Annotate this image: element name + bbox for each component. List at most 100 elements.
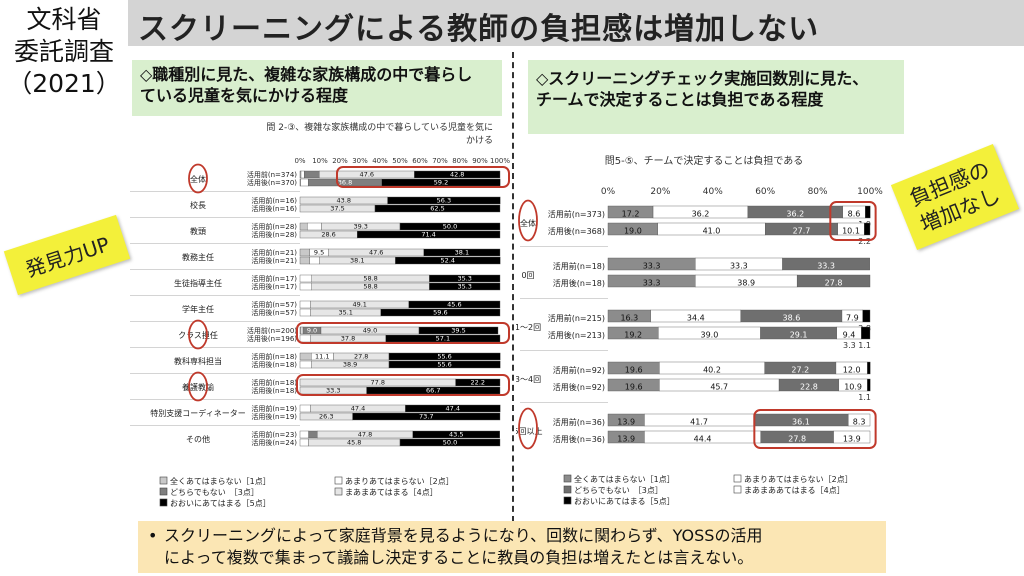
row-label: 活用前(n=17) [251,274,297,283]
x-tick-label: 80% [808,187,828,197]
data-label: 36.8 [338,179,352,187]
bar-segment [299,248,310,257]
data-label: 71.4 [421,231,435,239]
data-label: 36.2 [692,210,710,219]
data-label: 39.5 [451,327,465,335]
legend-label: まあまあてはまる［4点］ [345,488,438,497]
bar-segment [864,222,871,236]
row-label: 活用後(n=92) [553,382,605,392]
bar-segment [299,300,311,309]
bar-segment [299,360,312,369]
legend-label: 全くあてはまらない［1点］ [574,474,675,484]
data-label: 44.4 [694,435,712,444]
data-label: 33.3 [326,387,340,395]
bar-segment [865,205,871,219]
highlight-oval [518,199,538,242]
data-label: 66.7 [426,387,440,395]
data-label: 45.8 [347,439,361,447]
legend-swatch [733,485,742,494]
x-tick-label: 90% [472,157,488,165]
bar-segment [395,256,501,265]
x-tick-label: 40% [372,157,388,165]
data-label: 47.8 [358,431,372,439]
data-label: 12.0 [843,366,861,375]
x-tick-label: 70% [432,157,448,165]
row-label: 活用後(n=18) [553,278,605,288]
data-label: 27.8 [354,353,368,361]
data-label: 19.6 [625,383,643,392]
left-heading-line-2: ている児童を気にかける程度 [140,86,349,105]
data-label: 9.4 [843,331,856,340]
bar-segment [867,378,871,392]
group-label: 0回 [521,271,534,280]
data-label: 50.0 [443,439,457,447]
row-label: 活用前(n=18) [251,378,297,387]
data-label: 37.8 [341,335,355,343]
data-label: 7.9 [846,314,859,323]
legend-label: あまりあてはまらない［2点］ [744,475,853,484]
data-label: 62.5 [430,205,444,213]
title-bar [128,0,1024,46]
bar-segment [300,326,304,335]
group-label: 養護教諭 [182,382,214,392]
chart-title: 問 2-③、複雑な家族構成の中で暮らしている児童を気に [266,121,493,133]
data-label: 8.6 [848,210,861,219]
row-label: 活用前(n=92) [553,365,605,375]
bar-segment [308,430,318,439]
legend-label: どちらでもない ［3点］ [170,488,259,497]
data-label: 55.6 [437,361,451,369]
row-label: 活用前(n=36) [553,417,605,427]
row-label: 活用後(n=21) [251,256,297,265]
x-tick-label: 60% [412,157,428,165]
legend-label: 全くあてはまらない［1点］ [170,476,271,486]
data-label: 19.6 [625,366,643,375]
bar-segment [300,178,309,187]
conclusion-note: • スクリーニングによって家庭背景を見るようになり、回数に関わらず、YOSSの活… [138,521,886,573]
bar-segment [833,430,871,444]
row-label: 活用後(n=16) [251,204,297,213]
legend-swatch [159,487,168,496]
row-label: 活用前(n=28) [251,222,297,231]
survey-tag-line-1: 文科省 [26,5,102,34]
legend-label: あまりあてはまらない［2点］ [345,477,454,486]
data-label: 13.9 [843,435,861,444]
data-label: 38.1 [350,257,364,265]
data-label: 42.8 [450,171,464,179]
row-label: 活用後(n=36) [553,434,605,444]
bar-segment [796,274,871,288]
data-label: 39.0 [700,331,718,340]
bar-segment [300,170,305,179]
data-label-outside: 1.1 [858,393,871,402]
bar-segment [414,170,501,179]
data-label: 29.1 [790,331,808,340]
data-label: 45.7 [710,383,728,392]
data-label: 77.8 [371,379,385,387]
data-label: 35.1 [338,309,352,317]
data-label: 49.1 [352,301,366,309]
panel-divider [512,52,514,522]
row-label: 活用前(n=374) [247,170,297,179]
bar-segment [405,404,501,413]
row-label: 活用前(n=57) [251,300,297,309]
group-label: 教務主任 [182,252,214,262]
legend-swatch [563,474,572,483]
data-label: 52.4 [441,257,455,265]
right-heading-line-2: チームで決定することは負担である程度 [536,90,824,109]
bar-segment [412,430,500,439]
page-title: スクリーニングによる教師の負担感は増加しない [138,12,820,47]
data-label-outside: 3.3 1.1 [843,341,871,350]
bar-segment [399,222,501,231]
bar-segment [782,257,870,271]
survey-tag-line-3: （2021） [7,69,121,98]
group-label: 3〜4回 [516,375,541,384]
bar-segment [299,274,313,283]
data-label: 33.3 [817,262,835,271]
data-label: 38.9 [343,361,357,369]
right-chart: 問5-⑤、チームで決定することは負担である 0% 20% 40% 60% 80% 100% 活… [516,154,883,506]
group-label: クラス担任 [178,330,218,340]
data-label: 33.3 [643,262,661,271]
data-label: 73.7 [419,413,433,421]
data-label: 17.2 [622,210,640,219]
sticky-note-discovery-text: 発見力UP [22,231,113,282]
